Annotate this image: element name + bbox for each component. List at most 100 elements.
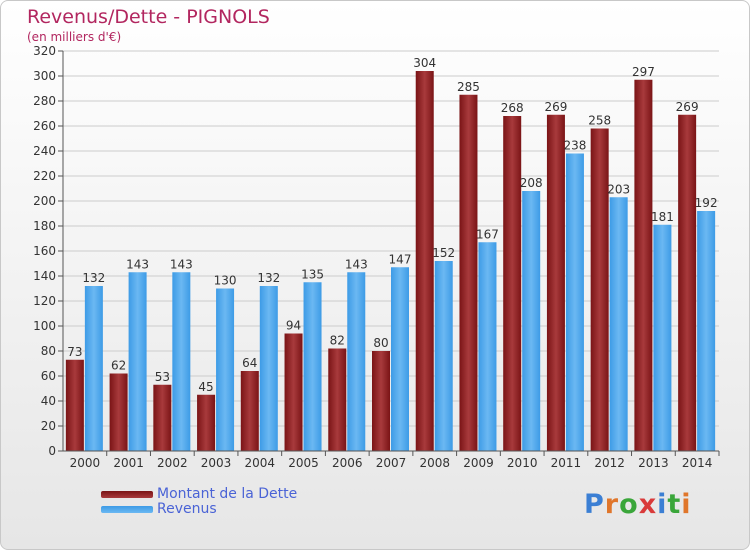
bar-debt (503, 116, 522, 451)
y-tick-label: 80 (41, 344, 56, 358)
data-label-debt: 45 (198, 380, 213, 394)
data-label-revenue: 208 (520, 176, 543, 190)
bar-revenue (172, 272, 191, 451)
x-tick-label: 2005 (288, 456, 319, 470)
legend-label-debt: Montant de la Dette (157, 486, 298, 502)
y-tick-label: 200 (33, 194, 56, 208)
bar-debt (328, 348, 347, 451)
bar-revenue (391, 267, 409, 451)
bar-revenue (128, 272, 147, 451)
data-label-debt: 297 (632, 65, 655, 79)
bar-debt (372, 351, 390, 451)
chart-title: Revenus/Dette - PIGNOLS (27, 6, 270, 28)
y-tick-label: 100 (33, 319, 56, 333)
bar-revenue (478, 242, 497, 451)
data-label-revenue: 143 (345, 257, 368, 271)
x-tick-label: 2002 (157, 456, 188, 470)
data-label-revenue: 132 (82, 271, 105, 285)
logo-letter: i (657, 489, 668, 520)
x-tick-label: 2010 (507, 456, 538, 470)
legend-label-revenue: Revenus (157, 501, 217, 517)
logo-letter: o (619, 489, 639, 520)
data-label-revenue: 238 (563, 139, 586, 153)
y-tick-label: 160 (33, 244, 56, 258)
data-label-debt: 268 (501, 101, 524, 115)
bar-revenue (303, 282, 322, 451)
bar-revenue (653, 224, 672, 451)
bar-debt (153, 384, 172, 451)
data-label-revenue: 192 (695, 196, 718, 210)
logo-letter: P (584, 489, 605, 520)
data-label-debt: 94 (286, 319, 301, 333)
x-tick-label: 2014 (682, 456, 713, 470)
x-tick-label: 2009 (463, 456, 494, 470)
data-label-debt: 82 (330, 334, 345, 348)
x-tick-label: 2001 (113, 456, 144, 470)
x-tick-label: 2004 (245, 456, 276, 470)
data-label-debt: 258 (588, 114, 611, 128)
y-tick-label: 20 (41, 419, 56, 433)
y-tick-label: 280 (33, 94, 56, 108)
bar-debt (415, 71, 434, 451)
y-tick-label: 0 (48, 444, 56, 458)
data-label-debt: 304 (413, 56, 436, 70)
x-tick-label: 2011 (551, 456, 582, 470)
y-tick-label: 260 (33, 119, 56, 133)
legend-item-revenue: Revenus (101, 501, 217, 517)
bar-revenue (84, 286, 103, 451)
logo-letter: r (604, 489, 620, 520)
bar-debt (634, 79, 653, 451)
x-tick-label: 2013 (638, 456, 669, 470)
y-tick-label: 180 (33, 219, 56, 233)
x-tick-label: 2007 (376, 456, 407, 470)
bar-debt (197, 394, 216, 451)
y-tick-label: 320 (33, 44, 56, 58)
y-tick-label: 240 (33, 144, 56, 158)
bar-revenue (609, 197, 628, 451)
chart-subtitle: (en milliers d'€) (27, 30, 122, 44)
data-label-debt: 64 (242, 356, 257, 370)
x-tick-label: 2000 (70, 456, 101, 470)
x-tick-label: 2006 (332, 456, 363, 470)
data-label-revenue: 130 (214, 274, 237, 288)
x-tick-label: 2008 (419, 456, 450, 470)
data-label-revenue: 167 (476, 227, 499, 241)
legend-item-debt: Montant de la Dette (101, 486, 297, 502)
logo-letter: i (681, 489, 692, 520)
y-tick-label: 140 (33, 269, 56, 283)
bar-debt (240, 371, 259, 451)
data-label-revenue: 143 (170, 257, 193, 271)
bar-debt (284, 333, 303, 451)
bar-revenue (347, 272, 366, 451)
data-label-debt: 53 (155, 370, 170, 384)
x-tick-label: 2003 (201, 456, 232, 470)
bars: 73 132 62 143 53 143 45 130 64 132 94 135 82 143 80 147… (65, 56, 718, 451)
bar-debt (678, 114, 697, 451)
data-label-revenue: 147 (389, 252, 412, 266)
legend-swatch-debt (101, 490, 153, 498)
logo-letter: t (667, 489, 682, 520)
data-label-revenue: 181 (651, 210, 674, 224)
bar-revenue (259, 286, 278, 451)
logo-letter: x (638, 489, 658, 520)
proxiti-logo: Proxiti (584, 489, 692, 520)
data-label-debt: 62 (111, 359, 126, 373)
bar-revenue (697, 211, 716, 451)
bar-debt (546, 114, 565, 451)
bar-debt (65, 359, 84, 451)
bar-revenue (522, 191, 541, 451)
bar-debt (590, 128, 609, 451)
data-label-debt: 80 (373, 336, 388, 350)
data-label-debt: 73 (67, 345, 82, 359)
y-tick-label: 300 (33, 69, 56, 83)
data-label-revenue: 203 (607, 182, 630, 196)
data-label-revenue: 135 (301, 267, 324, 281)
bar-revenue (216, 288, 235, 451)
axes: 0 20 40 60 80 100 120 140 160 180 200 220 240 260 280 3… (33, 44, 720, 470)
bar-revenue (565, 153, 584, 451)
data-label-debt: 269 (544, 100, 567, 114)
data-label-revenue: 152 (432, 246, 455, 260)
y-tick-label: 220 (33, 169, 56, 183)
